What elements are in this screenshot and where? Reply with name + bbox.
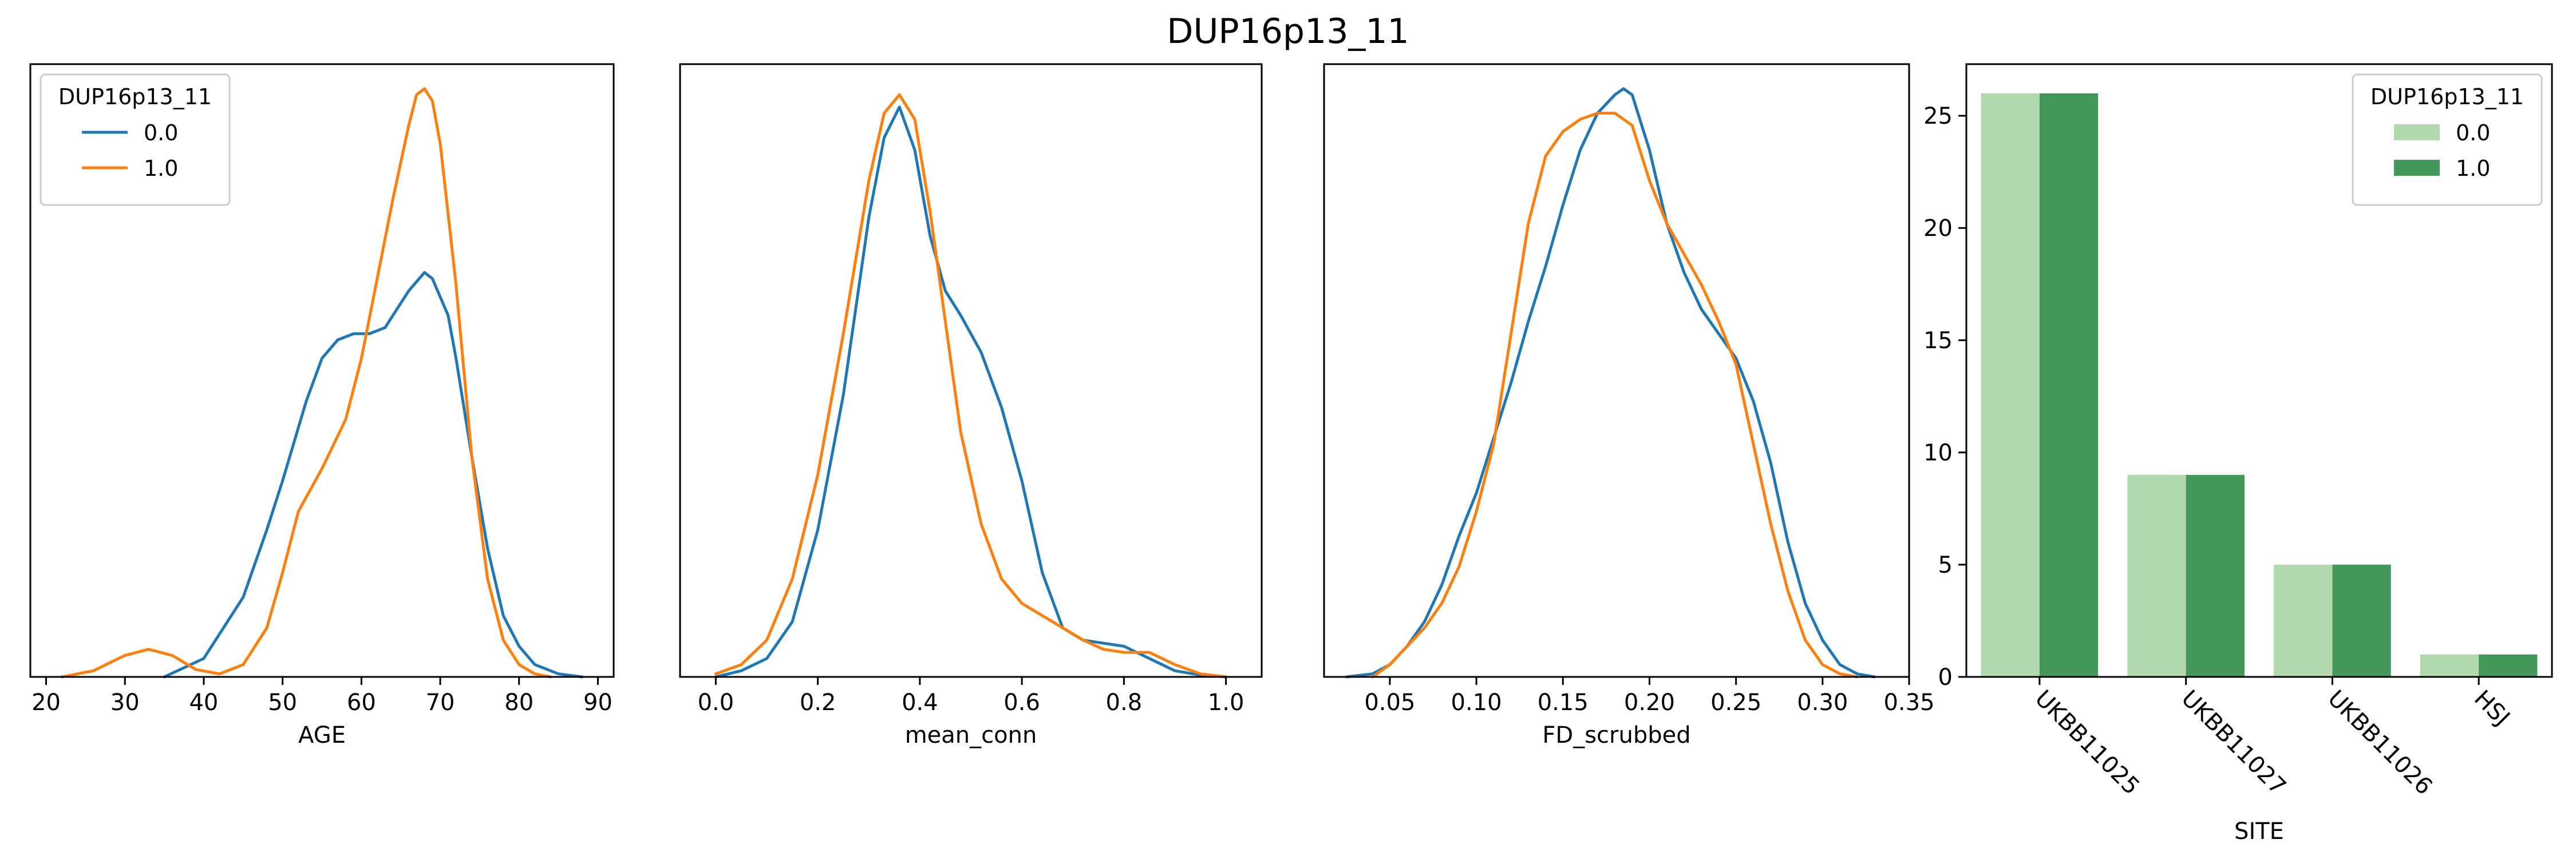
- axes-frame: [1323, 63, 1910, 678]
- x-tick-label: 0.30: [1797, 689, 1848, 716]
- bar-HSJ-0.0: [2420, 654, 2479, 677]
- legend-title: DUP16p13_11: [2370, 84, 2524, 109]
- legend-box: [39, 73, 231, 206]
- x-tick-label: 50: [268, 689, 297, 716]
- kde-line-1.0: [60, 87, 552, 679]
- x-tick-label: 0.6: [1003, 689, 1040, 716]
- legend-swatch-0.0: [2394, 124, 2440, 140]
- x-tick-label: 0.0: [698, 689, 734, 716]
- bar-UKBB11025-1.0: [2039, 93, 2099, 677]
- x-tick-label: 0.05: [1364, 689, 1415, 716]
- panel-4: UKBB11025 UKBB11027 UKBB11026 HSJ 0 5 10 15 20 25…: [1923, 63, 2553, 845]
- x-tick-label: 0.4: [902, 689, 938, 716]
- x-tick-label: 80: [504, 689, 534, 716]
- x-tick-label: 70: [426, 689, 455, 716]
- y-tick-label: 25: [1923, 103, 1953, 129]
- panel-3: 0.05 0.10 0.15 0.20 0.25 0.30 0.35 FD_scrubbed: [1323, 63, 1935, 748]
- x-tick-label: HSJ: [2469, 685, 2515, 731]
- x-tick-label: 90: [583, 689, 613, 716]
- x-axis-label: SITE: [2234, 818, 2284, 845]
- axes-frame: [679, 63, 1263, 678]
- x-tick-label: UKBB11027: [2176, 685, 2291, 801]
- x-tick-label: 1.0: [1208, 689, 1244, 716]
- x-tick-label: UKBB11025: [2030, 685, 2145, 801]
- kde-line-0.0: [714, 105, 1228, 679]
- x-tick-label: 0.8: [1106, 689, 1143, 716]
- bar-UKBB11027-1.0: [2186, 475, 2245, 677]
- x-tick-label: 20: [31, 689, 61, 716]
- bar-UKBB11026-1.0: [2332, 565, 2391, 677]
- kde-line-0.0: [1345, 87, 1876, 679]
- figure-title: DUP16p13_11: [1167, 11, 1409, 52]
- kde-line-1.0: [1371, 112, 1859, 679]
- x-tick-label: 0.10: [1451, 689, 1502, 716]
- x-tick-label: 0.35: [1883, 689, 1934, 716]
- x-tick-label: 0.20: [1624, 689, 1675, 716]
- legend-label: 0.0: [144, 120, 178, 145]
- x-tick-label: UKBB11026: [2322, 685, 2437, 801]
- bar-UKBB11026-0.0: [2274, 565, 2333, 677]
- panel-2: 0.0 0.2 0.4 0.6 0.8 1.0 mean_conn: [679, 63, 1263, 748]
- axes-frame: [29, 63, 615, 678]
- x-tick-label: 0.15: [1538, 689, 1589, 716]
- x-tick-label: 0.25: [1710, 689, 1761, 716]
- y-tick-label: 10: [1923, 440, 1953, 466]
- legend-title: DUP16p13_11: [58, 84, 212, 109]
- x-tick-label: 40: [189, 689, 218, 716]
- x-axis-label: FD_scrubbed: [1542, 722, 1690, 748]
- panel-1: 20 30 40 50 60 70 80 90 AGE DUP16p13_11 0.0 1.0: [29, 63, 615, 748]
- kde-line-0.0: [163, 271, 584, 679]
- y-tick-label: 20: [1923, 215, 1953, 242]
- legend-swatch-1.0: [2394, 160, 2440, 176]
- x-axis-label: AGE: [298, 722, 346, 748]
- legend: DUP16p13_11 0.0 1.0: [2352, 73, 2543, 206]
- kde-line-1.0: [714, 93, 1228, 679]
- axes-frame: [1965, 63, 2553, 678]
- y-tick-label: 15: [1923, 328, 1953, 354]
- x-tick-label: 30: [110, 689, 140, 716]
- legend-label: 1.0: [2456, 156, 2490, 181]
- x-tick-label: 0.2: [800, 689, 836, 716]
- bar-UKBB11025-0.0: [1981, 93, 2040, 677]
- bar-UKBB11027-0.0: [2127, 475, 2186, 677]
- bar-HSJ-1.0: [2479, 654, 2538, 677]
- legend-label: 0.0: [2456, 120, 2490, 145]
- legend: DUP16p13_11 0.0 1.0: [39, 73, 231, 206]
- x-axis-label: mean_conn: [905, 722, 1037, 748]
- y-tick-label: 0: [1938, 664, 1953, 691]
- x-tick-label: 60: [347, 689, 376, 716]
- y-tick-label: 5: [1938, 552, 1953, 578]
- legend-label: 1.0: [144, 156, 178, 181]
